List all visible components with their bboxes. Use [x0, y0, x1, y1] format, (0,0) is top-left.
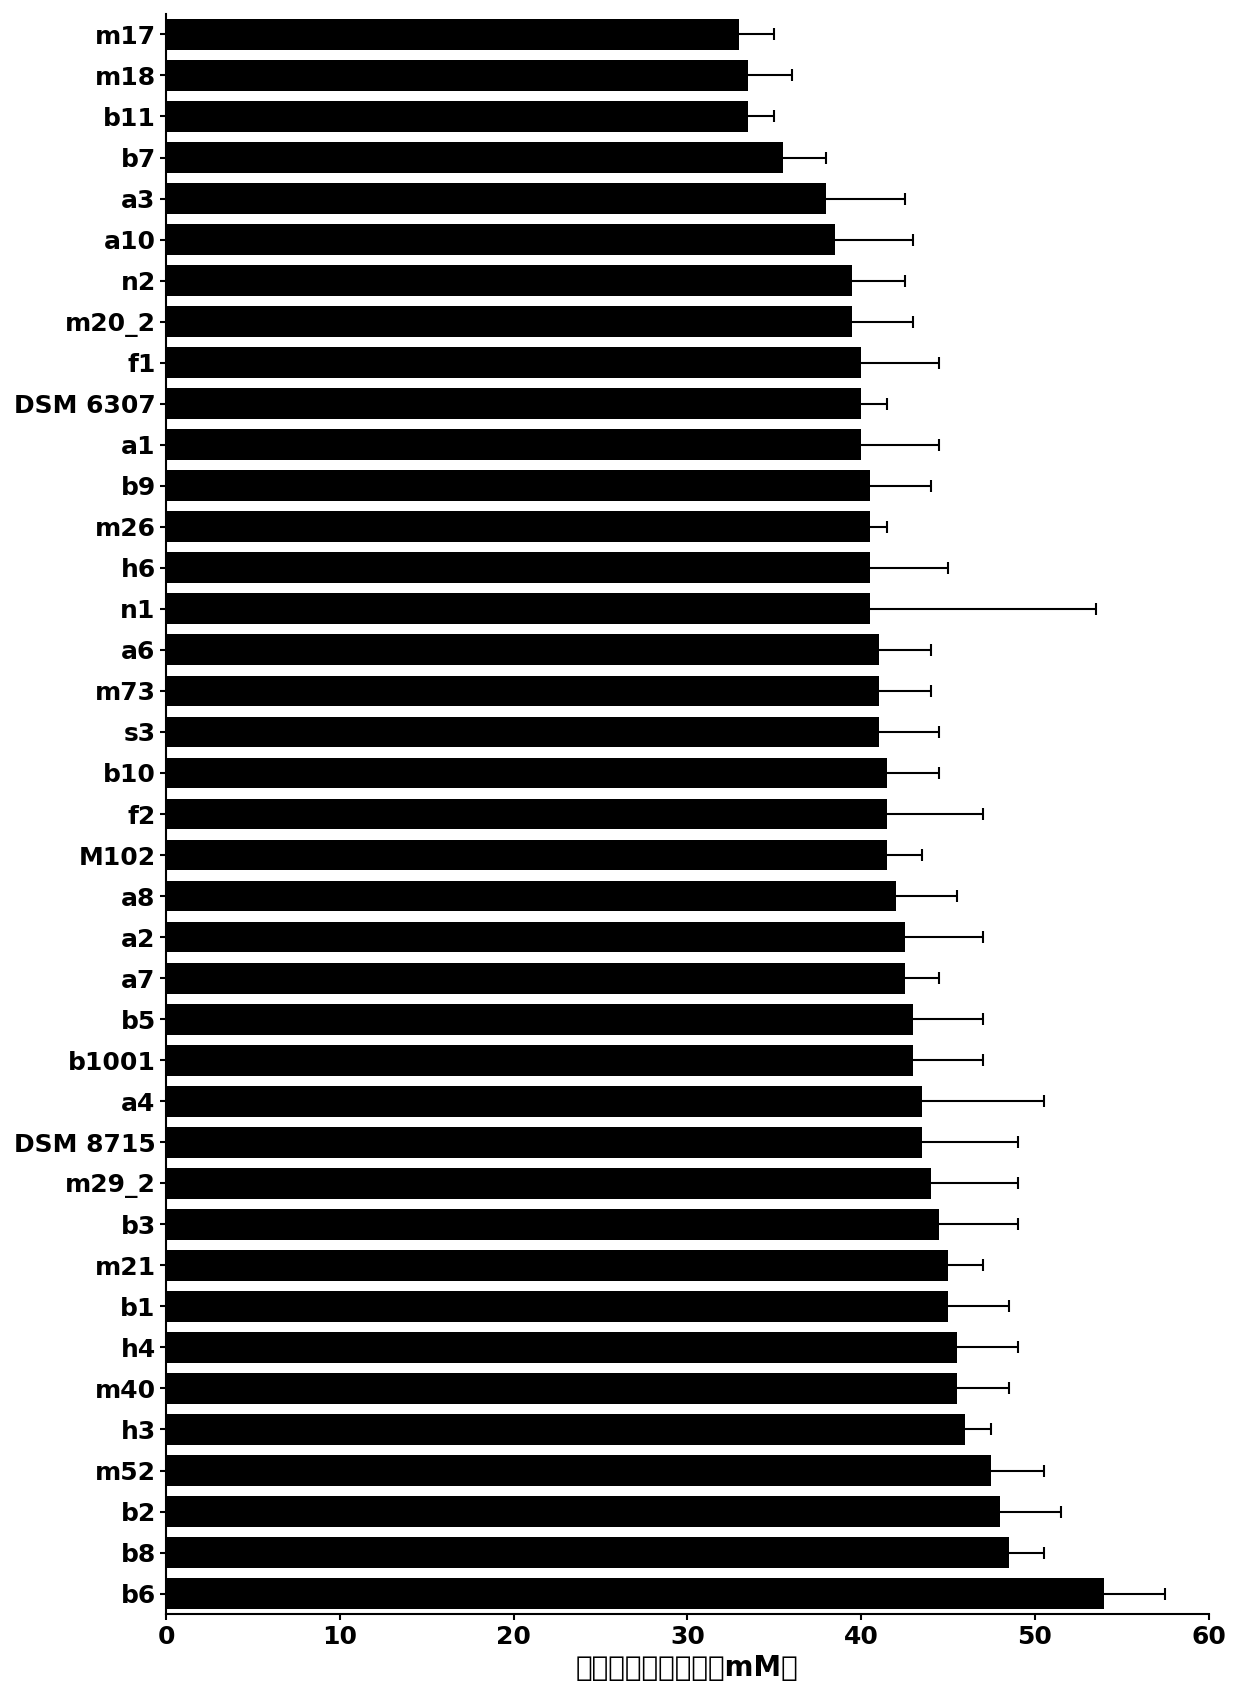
Bar	[166, 799, 887, 829]
Bar	[166, 1496, 1001, 1526]
X-axis label: 壁附着碳酸钓含量（mM）: 壁附着碳酸钓含量（mM）	[577, 1654, 799, 1682]
Bar	[166, 1374, 957, 1404]
Bar	[166, 1414, 966, 1445]
Bar	[166, 142, 782, 173]
Bar	[166, 675, 878, 706]
Bar	[166, 921, 904, 953]
Bar	[166, 553, 869, 583]
Bar	[166, 1126, 923, 1158]
Bar	[166, 634, 878, 665]
Bar	[166, 758, 887, 789]
Bar	[166, 880, 895, 911]
Bar	[166, 470, 869, 500]
Bar	[166, 1331, 957, 1364]
Bar	[166, 348, 861, 378]
Bar	[166, 224, 835, 254]
Bar	[166, 717, 878, 748]
Bar	[166, 1209, 940, 1240]
Bar	[166, 59, 748, 92]
Bar	[166, 1169, 931, 1199]
Bar	[166, 1250, 949, 1280]
Bar	[166, 1579, 1105, 1610]
Bar	[166, 388, 861, 419]
Bar	[166, 1085, 923, 1116]
Bar	[166, 1004, 914, 1035]
Bar	[166, 429, 861, 460]
Bar	[166, 840, 887, 870]
Bar	[166, 512, 869, 543]
Bar	[166, 102, 748, 132]
Bar	[166, 19, 739, 49]
Bar	[166, 307, 852, 338]
Bar	[166, 963, 904, 994]
Bar	[166, 1291, 949, 1321]
Bar	[166, 1455, 992, 1486]
Bar	[166, 1045, 914, 1075]
Bar	[166, 183, 826, 214]
Bar	[166, 265, 852, 297]
Bar	[166, 1537, 1009, 1569]
Bar	[166, 594, 869, 624]
